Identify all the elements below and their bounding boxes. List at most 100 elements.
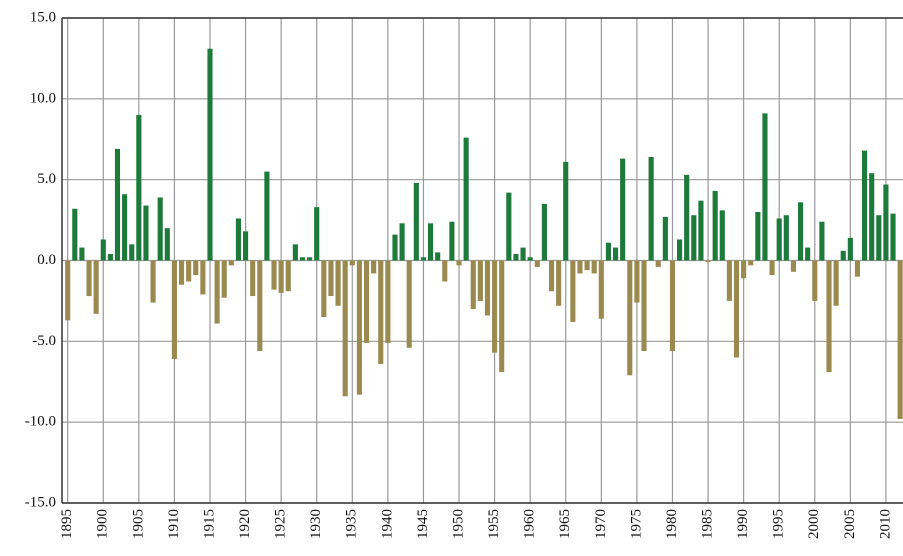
x-tick-label: 1915 (201, 509, 217, 539)
bar (797, 202, 804, 261)
x-tick-label: 1970 (593, 509, 609, 539)
bar (356, 260, 362, 395)
bar (776, 218, 782, 261)
bar (748, 260, 754, 266)
bar (392, 234, 398, 261)
bar (107, 254, 113, 261)
bar (527, 257, 533, 261)
bar (363, 260, 370, 343)
bar (143, 205, 149, 261)
x-tick-label: 1975 (628, 509, 644, 539)
x-tick-label: 1895 (59, 509, 75, 539)
bar (741, 260, 747, 279)
bar (257, 260, 263, 352)
bar (129, 244, 135, 261)
bar (883, 184, 889, 261)
bar (548, 260, 555, 292)
bar (243, 231, 249, 261)
bar (221, 260, 227, 298)
bar (520, 247, 526, 261)
bar (335, 260, 341, 306)
bar (755, 212, 761, 261)
bar (733, 260, 740, 358)
bar (371, 260, 377, 274)
bar (449, 221, 455, 261)
bar (72, 208, 78, 261)
y-tick-label: -5.0 (32, 333, 56, 349)
x-tick-label: 1995 (771, 509, 787, 539)
x-tick-label: 2005 (842, 509, 858, 539)
y-tick-label: 0.0 (37, 252, 56, 268)
bar (477, 260, 483, 301)
bar (164, 228, 170, 261)
bar (584, 260, 590, 271)
bar (684, 174, 690, 261)
bar (114, 148, 121, 261)
bar (726, 260, 732, 301)
bar (349, 260, 355, 266)
bar (484, 260, 491, 316)
bar (406, 260, 412, 348)
y-tick-label: 10.0 (30, 90, 56, 106)
bar (378, 260, 384, 364)
bar (278, 260, 284, 293)
y-tick-label: 5.0 (37, 171, 56, 187)
bar (150, 260, 156, 303)
bar (427, 223, 434, 261)
bar (862, 150, 868, 261)
bar (826, 260, 832, 373)
bar (292, 244, 298, 261)
x-tick-label: 1980 (664, 509, 680, 539)
bar (847, 237, 853, 261)
x-tick-label: 1935 (344, 509, 360, 539)
x-tick-label: 1900 (95, 509, 111, 539)
y-tick-label: -10.0 (25, 414, 56, 430)
bar (100, 239, 106, 261)
bar (285, 260, 291, 292)
bar (705, 260, 711, 263)
bar (869, 173, 875, 261)
x-tick-label: 1920 (237, 509, 253, 539)
x-tick-label: 1910 (166, 509, 182, 539)
bar (712, 190, 718, 261)
bar (499, 260, 505, 373)
bar (342, 260, 348, 397)
bar (157, 197, 163, 261)
bar (769, 260, 775, 276)
bar (669, 260, 676, 352)
bar (833, 260, 839, 306)
bar (456, 260, 462, 266)
bar (534, 260, 540, 267)
x-tick-label: 1925 (273, 509, 289, 539)
bar (612, 247, 619, 261)
bar (385, 260, 391, 343)
bar (598, 260, 604, 319)
bar (812, 260, 818, 301)
bar (235, 218, 242, 261)
bar (897, 260, 903, 419)
bar (271, 260, 277, 290)
bar (442, 260, 448, 282)
bar (634, 260, 640, 303)
bar (655, 260, 661, 267)
bar (662, 216, 668, 261)
x-tick-label: 1965 (557, 509, 573, 539)
bar (463, 137, 469, 261)
bar (677, 239, 683, 261)
x-tick-label: 1950 (450, 509, 466, 539)
bar (605, 242, 611, 261)
x-tick-label: 1945 (415, 509, 431, 539)
x-tick-label: 1990 (735, 509, 751, 539)
x-tick-label: 1985 (699, 509, 715, 539)
bar (648, 157, 654, 261)
bar (250, 260, 256, 297)
bar (314, 207, 320, 261)
bar (328, 260, 334, 297)
bar (93, 260, 99, 314)
bar (577, 260, 583, 274)
x-tick-label: 1960 (522, 509, 538, 539)
bar (819, 221, 825, 261)
bar (840, 250, 846, 261)
bar (890, 213, 896, 261)
bar (691, 215, 697, 261)
